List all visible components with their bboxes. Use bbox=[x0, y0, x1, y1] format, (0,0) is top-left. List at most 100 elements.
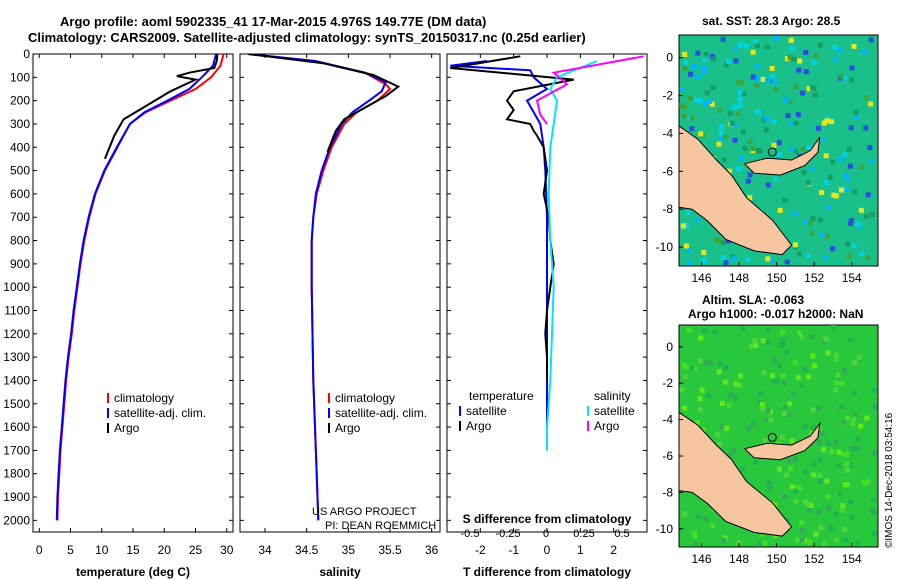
map-cell bbox=[702, 516, 708, 522]
map-cell bbox=[754, 83, 760, 89]
map-cell bbox=[853, 412, 858, 418]
map-cell bbox=[746, 426, 752, 432]
map-cell bbox=[680, 223, 686, 229]
map-cell bbox=[737, 89, 743, 95]
map-cell bbox=[769, 66, 775, 71]
map-cell bbox=[692, 533, 698, 539]
map-cell bbox=[789, 46, 795, 52]
map-cell bbox=[816, 439, 822, 445]
map-cell bbox=[681, 363, 687, 369]
map-cell bbox=[822, 255, 828, 261]
map-x-tick-label: 146 bbox=[692, 271, 712, 285]
map-x-tick-label: 154 bbox=[842, 271, 862, 285]
sla-map-title-1: Altim. SLA: -0.063 bbox=[702, 293, 805, 307]
map-cell bbox=[682, 511, 688, 517]
map-cell bbox=[842, 75, 848, 81]
map-cell bbox=[703, 101, 709, 107]
map-cell bbox=[863, 95, 869, 101]
map-cell bbox=[810, 407, 816, 413]
map-cell bbox=[782, 197, 788, 203]
map-cell bbox=[848, 462, 854, 468]
map-cell bbox=[753, 460, 759, 466]
map-cell bbox=[796, 330, 802, 336]
map-cell bbox=[769, 257, 775, 263]
map-cell bbox=[770, 373, 776, 379]
map-cell bbox=[719, 135, 725, 141]
x-tick-label: -2 bbox=[475, 543, 486, 557]
map-cell bbox=[845, 186, 851, 192]
map-cell bbox=[717, 441, 722, 447]
map-cell bbox=[821, 339, 827, 345]
map-cell bbox=[796, 67, 802, 73]
map-cell bbox=[823, 336, 829, 342]
map-y-tick-label: -6 bbox=[662, 164, 673, 178]
map-cell bbox=[785, 113, 791, 119]
series-line-argo bbox=[103, 54, 219, 160]
map-cell bbox=[750, 146, 756, 152]
legend-label: Argo bbox=[466, 419, 492, 433]
map-cell bbox=[712, 329, 718, 335]
s-tick-label: -0.25 bbox=[495, 528, 520, 540]
map-cell bbox=[732, 104, 738, 110]
map-cell bbox=[831, 192, 837, 198]
series-line-argo bbox=[248, 54, 401, 153]
map-cell bbox=[783, 472, 789, 478]
map-cell bbox=[793, 84, 799, 90]
map-cell bbox=[749, 343, 755, 349]
map-cell bbox=[747, 195, 753, 201]
map-cell bbox=[834, 352, 839, 358]
map-cell bbox=[787, 412, 793, 418]
map-cell bbox=[844, 482, 850, 488]
map-cell bbox=[802, 423, 808, 429]
map-cell bbox=[819, 431, 825, 437]
map-cell bbox=[849, 77, 854, 83]
map-cell bbox=[727, 111, 733, 116]
map-cell bbox=[806, 180, 812, 186]
map-cell bbox=[695, 50, 701, 56]
map-y-tick-label: -4 bbox=[662, 413, 673, 427]
map-cell bbox=[765, 340, 771, 346]
map-cell bbox=[764, 116, 770, 122]
map-cell bbox=[692, 64, 698, 70]
map-cell bbox=[865, 479, 871, 485]
map-cell bbox=[832, 44, 838, 50]
legend-label: satellite-adj. clim. bbox=[114, 406, 206, 420]
x-tick-label: 34 bbox=[258, 543, 272, 557]
map-cell bbox=[830, 325, 836, 330]
map-cell bbox=[832, 56, 838, 62]
map-cell bbox=[838, 156, 844, 162]
y-tick-label: 1200 bbox=[3, 327, 30, 341]
x-tick-label: 5 bbox=[67, 543, 74, 557]
map-cell bbox=[703, 360, 709, 366]
map-cell bbox=[694, 420, 700, 426]
map-cell bbox=[736, 166, 742, 172]
map-cell bbox=[792, 488, 798, 494]
y-tick-label: 1300 bbox=[3, 350, 30, 364]
map-cell bbox=[792, 242, 798, 248]
map-cell bbox=[708, 360, 714, 366]
map-cell bbox=[733, 395, 738, 401]
sst-map-title: sat. SST: 28.3 Argo: 28.5 bbox=[702, 14, 841, 28]
map-cell bbox=[806, 374, 812, 380]
map-cell bbox=[869, 212, 875, 217]
map-cell bbox=[773, 176, 779, 182]
map-cell bbox=[701, 57, 707, 63]
map-cell bbox=[733, 58, 739, 64]
x-tick-label: 1 bbox=[577, 543, 584, 557]
map-cell bbox=[770, 74, 776, 80]
map-cell bbox=[848, 220, 853, 226]
map-cell bbox=[817, 427, 823, 432]
map-cell bbox=[838, 187, 844, 193]
x-tick-label: 25 bbox=[189, 543, 203, 557]
map-cell bbox=[848, 499, 854, 505]
map-cell bbox=[715, 432, 721, 438]
map-cell bbox=[817, 42, 823, 48]
map-cell bbox=[839, 507, 845, 513]
map-cell bbox=[833, 356, 839, 362]
y-tick-label: 500 bbox=[10, 164, 30, 178]
map-cell bbox=[833, 511, 839, 517]
map-cell bbox=[872, 404, 878, 410]
map-cell bbox=[846, 254, 852, 260]
map-cell bbox=[840, 503, 846, 509]
map-cell bbox=[847, 337, 853, 343]
